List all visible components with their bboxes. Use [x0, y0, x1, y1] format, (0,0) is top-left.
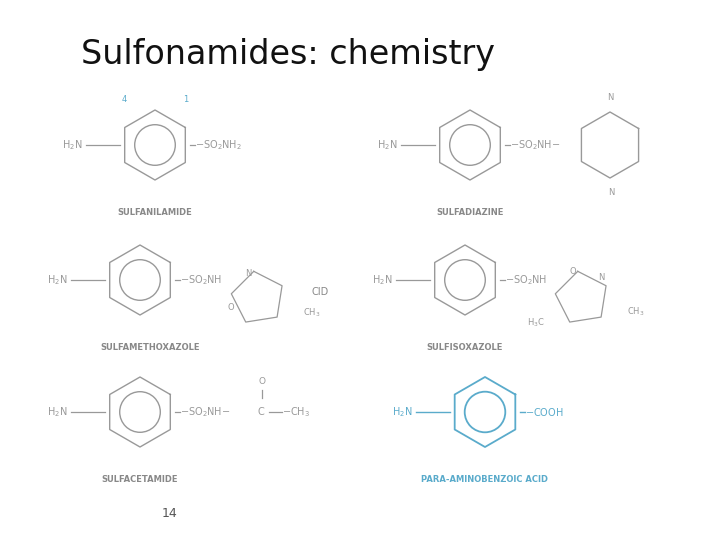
Text: $-$SO$_2$NH: $-$SO$_2$NH	[180, 273, 222, 287]
Text: CH$_3$: CH$_3$	[303, 307, 320, 319]
Text: C: C	[258, 407, 264, 417]
Text: $-$SO$_2$NH$-$: $-$SO$_2$NH$-$	[510, 138, 560, 152]
Text: H$_2$N: H$_2$N	[47, 405, 67, 419]
Text: $-$SO$_2$NH: $-$SO$_2$NH	[505, 273, 547, 287]
Text: $-$SO$_2$NH$_2$: $-$SO$_2$NH$_2$	[195, 138, 242, 152]
Text: H$_2$N: H$_2$N	[377, 138, 397, 152]
Text: $-$COOH: $-$COOH	[525, 406, 564, 418]
Text: CH$_3$: CH$_3$	[627, 305, 644, 318]
Text: N: N	[608, 188, 615, 197]
Text: N: N	[598, 273, 604, 282]
Text: O: O	[258, 377, 266, 387]
Text: 1: 1	[184, 95, 189, 104]
Text: SULFISOXAZOLE: SULFISOXAZOLE	[427, 343, 503, 352]
Text: N: N	[246, 269, 252, 278]
Text: H$_2$N: H$_2$N	[392, 405, 412, 419]
Text: SULFACETAMIDE: SULFACETAMIDE	[102, 475, 179, 484]
Text: H$_2$N: H$_2$N	[372, 273, 392, 287]
Text: O: O	[570, 267, 576, 275]
Text: SULFADIAZINE: SULFADIAZINE	[436, 208, 504, 217]
Text: CID: CID	[311, 287, 328, 297]
Text: SULFAMETHOXAZOLE: SULFAMETHOXAZOLE	[100, 343, 199, 352]
Text: H$_2$N: H$_2$N	[61, 138, 82, 152]
Text: 14: 14	[162, 507, 178, 520]
Text: 4: 4	[122, 95, 127, 104]
Text: H$_2$N: H$_2$N	[47, 273, 67, 287]
Text: $-$SO$_2$NH$-$: $-$SO$_2$NH$-$	[180, 405, 230, 419]
Text: PARA-AMINOBENZOIC ACID: PARA-AMINOBENZOIC ACID	[421, 475, 549, 484]
Text: N: N	[607, 93, 613, 102]
Text: SULFANILAMIDE: SULFANILAMIDE	[117, 208, 192, 217]
Text: O: O	[228, 303, 234, 312]
Text: Sulfonamides: chemistry: Sulfonamides: chemistry	[81, 38, 495, 71]
Text: H$_3$C: H$_3$C	[527, 316, 545, 328]
Text: $-$CH$_3$: $-$CH$_3$	[282, 405, 310, 419]
